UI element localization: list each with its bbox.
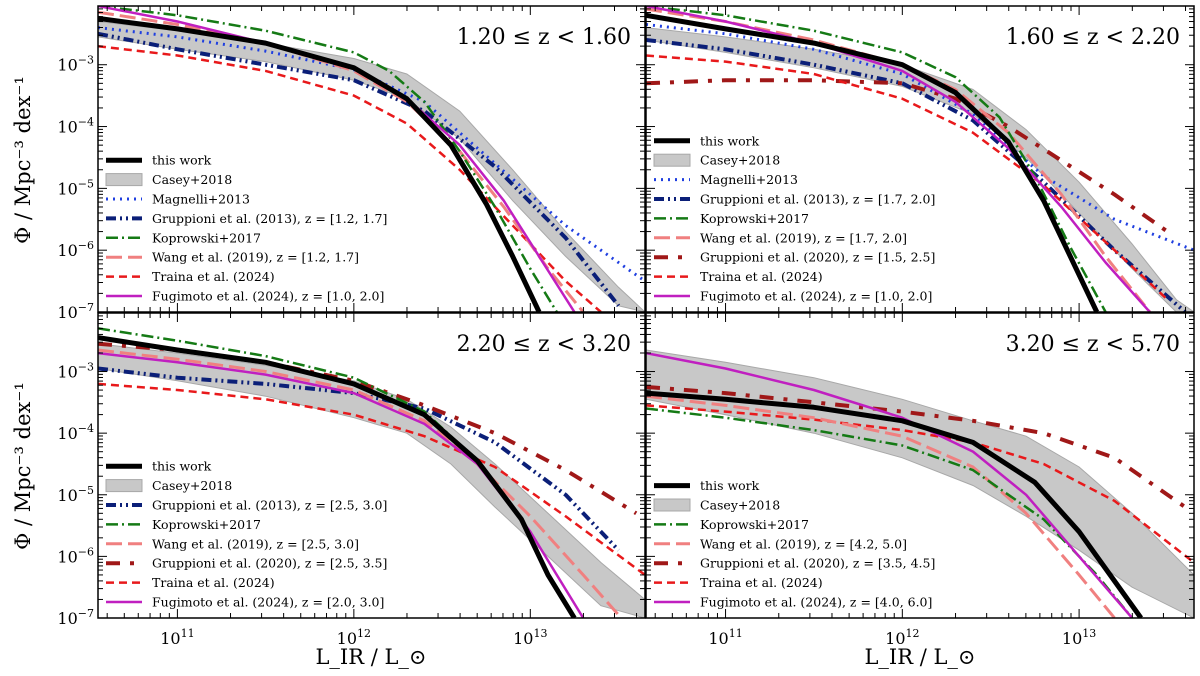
series-traina2024 <box>98 44 602 312</box>
series-koprowski-2017 <box>98 327 576 618</box>
x-axis-label-right: L_IR / L_⊙ <box>864 645 975 669</box>
legend-label: Fugimoto et al. (2024), z = [1.0, 2.0] <box>700 289 932 304</box>
legend-label: Magnelli+2013 <box>152 192 250 207</box>
legend-label: Gruppioni et al. (2013), z = [1.7, 2.0] <box>700 192 935 207</box>
legend-label: Traina et al. (2024) <box>152 575 275 590</box>
panel-title: 1.60 ≤ z < 2.20 <box>1006 25 1180 50</box>
series-traina2024 <box>646 54 1169 301</box>
legend-label: Magnelli+2013 <box>700 172 798 187</box>
legend-label: Koprowski+2017 <box>700 517 809 532</box>
legend-label: this work <box>152 153 212 168</box>
x-tick-label: 1012 <box>885 627 919 648</box>
legend-label: Gruppioni et al. (2020), z = [3.5, 4.5] <box>700 556 935 571</box>
series-gruppioni2020 <box>646 78 1169 234</box>
series-this-work <box>98 15 542 312</box>
series-fugimoto2024 <box>646 351 1134 618</box>
legend-label: Traina et al. (2024) <box>700 575 823 590</box>
x-tick-label: 1011 <box>708 627 742 648</box>
legend-label: Gruppioni et al. (2013), z = [1.2, 1.7] <box>152 211 387 226</box>
panel-title: 3.20 ≤ z < 5.70 <box>1006 332 1180 357</box>
legend-label: Casey+2018 <box>700 153 780 168</box>
plot-area <box>98 6 645 312</box>
series-gruppioni2020 <box>646 384 1187 509</box>
y-tick-label: 10−4 <box>57 116 94 137</box>
y-tick-label: 10−6 <box>57 545 94 566</box>
plot-area <box>646 349 1194 618</box>
legend-label: this work <box>152 459 212 474</box>
legend-handle <box>653 498 691 512</box>
panel-2: 1.60 ≤ z < 2.20 this work Casey+2018 Magnel… <box>645 5 1195 313</box>
series-fugimoto2024 <box>646 6 1151 312</box>
legend-label: Wang et al. (2019), z = [4.2, 5.0] <box>700 536 907 551</box>
legend-handle <box>653 153 691 167</box>
series-this-work <box>646 12 1100 312</box>
panel-4: 1011 1012 1013 3.20 ≤ z < 5.70 this work Case… <box>645 312 1195 648</box>
legend: this work Casey+2018 Magnelli+2013 Gruppion… <box>105 153 387 304</box>
legend-label: Wang et al. (2019), z = [2.5, 3.0] <box>152 536 359 551</box>
plot-area <box>98 327 645 618</box>
y-axis-label-bottom: Φ / Mpc⁻³ dex⁻¹ <box>11 382 35 550</box>
panel-3: 1011 1012 1013 10−7 10−6 10−5 10−4 10−3 2.20 ≤ z… <box>57 312 646 648</box>
legend-label: Wang et al. (2019), z = [1.7, 2.0] <box>700 230 907 245</box>
legend-label: this work <box>700 478 760 493</box>
series-wang2019 <box>98 348 620 616</box>
series-traina2024 <box>98 382 645 576</box>
panel-title: 1.20 ≤ z < 1.60 <box>457 25 631 50</box>
y-tick-label: 10−7 <box>57 607 94 628</box>
y-tick-label: 10−5 <box>57 177 94 198</box>
plot-area <box>646 6 1194 312</box>
legend-label: Traina et al. (2024) <box>700 269 823 284</box>
panel-title: 2.20 ≤ z < 3.20 <box>457 332 631 357</box>
legend-label: Fugimoto et al. (2024), z = [4.0, 6.0] <box>700 595 932 610</box>
legend-label: Koprowski+2017 <box>152 230 261 245</box>
y-axis-label-top: Φ / Mpc⁻³ dex⁻¹ <box>11 76 35 244</box>
series-this-work <box>98 335 577 618</box>
y-tick-label: 10−6 <box>57 239 94 260</box>
legend-label: Koprowski+2017 <box>152 517 261 532</box>
legend-label: Gruppioni et al. (2013), z = [2.5, 3.0] <box>152 498 387 513</box>
series-wang2019 <box>646 394 1116 618</box>
y-tick-label: 10−3 <box>57 54 94 75</box>
y-tick-label: 10−3 <box>57 361 94 382</box>
x-tick-label: 1013 <box>513 627 547 648</box>
legend-label: Fugimoto et al. (2024), z = [1.0, 2.0] <box>152 289 384 304</box>
legend-label: Traina et al. (2024) <box>152 269 275 284</box>
legend-label: Wang et al. (2019), z = [1.2, 1.7] <box>152 250 359 265</box>
x-tick-label: 1012 <box>337 627 371 648</box>
y-tick-label: 10−4 <box>57 422 94 443</box>
legend: this work Casey+2018 Koprowski+2017 Wang et… <box>653 478 935 610</box>
legend-label: this work <box>700 133 760 148</box>
x-tick-label: 1011 <box>160 627 194 648</box>
legend-label: Casey+2018 <box>700 498 780 513</box>
legend-label: Casey+2018 <box>152 478 232 493</box>
series-this-work <box>646 390 1144 618</box>
legend-label: Gruppioni et al. (2020), z = [2.5, 3.5] <box>152 556 387 571</box>
legend-label: Fugimoto et al. (2024), z = [2.0, 3.0] <box>152 595 384 610</box>
legend-handle <box>105 173 143 187</box>
legend: this work Casey+2018 Gruppioni et al. (201… <box>105 459 387 610</box>
panel-1: 10−7 10−6 10−5 10−4 10−3 1.20 ≤ z < 1.60 this … <box>57 5 646 322</box>
x-tick-label: 1013 <box>1062 627 1096 648</box>
legend: this work Casey+2018 Magnelli+2013 Gruppion… <box>653 133 935 304</box>
x-axis-label-left: L_IR / L_⊙ <box>315 645 426 669</box>
y-tick-label: 10−5 <box>57 484 94 505</box>
legend-handle <box>105 479 143 493</box>
y-tick-label: 10−7 <box>57 301 94 322</box>
series-koprowski-2017 <box>98 6 558 312</box>
legend-label: Gruppioni et al. (2020), z = [1.5, 2.5] <box>700 250 935 265</box>
legend-label: Casey+2018 <box>152 172 232 187</box>
series-traina2024 <box>646 404 1194 564</box>
legend-label: Koprowski+2017 <box>700 211 809 226</box>
series-koprowski-2017 <box>646 6 1107 312</box>
